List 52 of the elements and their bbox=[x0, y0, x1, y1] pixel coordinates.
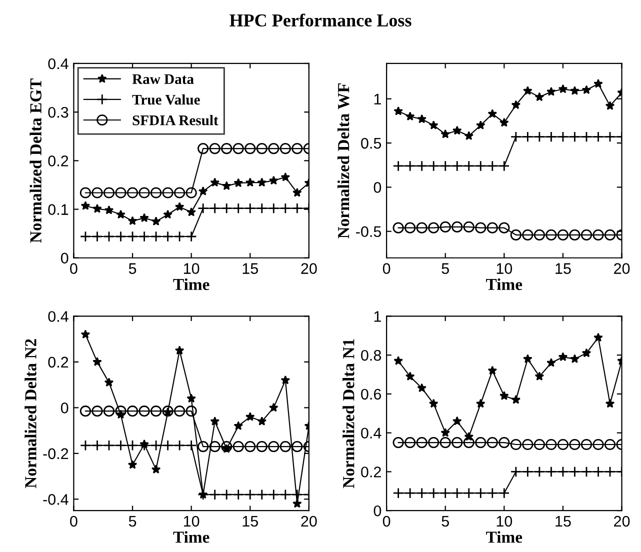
x-axis-title: Time bbox=[173, 531, 210, 543]
y-tick-label: 0.4 bbox=[48, 58, 68, 70]
y-tick-label: 0.4 bbox=[361, 428, 382, 439]
y-tick-label: 0 bbox=[374, 182, 382, 193]
x-tick-label: 10 bbox=[496, 263, 512, 274]
x-axis-title: Time bbox=[486, 531, 522, 543]
y-tick-label: 0.2 bbox=[48, 356, 68, 368]
y-axis-title: Normalized Delta N2 bbox=[24, 339, 36, 488]
x-tick-label: 15 bbox=[556, 263, 571, 274]
legend-label: SFDIA Result bbox=[132, 114, 218, 126]
y-axis-title: Normalized Delta EGT bbox=[30, 78, 42, 243]
x-tick-label: 20 bbox=[614, 263, 630, 274]
x-axis-title: Time bbox=[486, 278, 522, 290]
x-tick-label: 5 bbox=[442, 263, 449, 274]
y-tick-label: 0.4 bbox=[48, 311, 68, 322]
x-tick-label: 15 bbox=[242, 263, 258, 274]
x-tick-label: 10 bbox=[184, 516, 200, 527]
x-tick-label: 20 bbox=[614, 516, 630, 527]
x-tick-label: 0 bbox=[382, 516, 390, 527]
x-tick-label: 20 bbox=[301, 263, 317, 274]
y-tick-label: 1 bbox=[374, 94, 381, 104]
x-tick-label: 10 bbox=[184, 263, 200, 274]
x-tick-label: 5 bbox=[128, 263, 136, 274]
chart-title: HPC Performance Loss bbox=[230, 14, 412, 27]
y-tick-label: -0.5 bbox=[356, 226, 382, 238]
x-tick-label: 0 bbox=[382, 263, 390, 274]
legend-label: Raw Data bbox=[132, 74, 194, 84]
y-tick-label: -0.2 bbox=[43, 448, 68, 460]
x-tick-label: 5 bbox=[128, 516, 136, 527]
x-axis-title: Time bbox=[173, 278, 210, 290]
y-axis-title: Normalized Delta N1 bbox=[342, 339, 354, 488]
x-tick-label: 15 bbox=[242, 516, 258, 527]
x-tick-label: 10 bbox=[496, 516, 512, 527]
y-tick-label: 0.6 bbox=[361, 388, 382, 400]
y-axis-title: Normalized Delta WF bbox=[337, 83, 350, 238]
x-tick-label: 5 bbox=[442, 516, 449, 527]
y-tick-label: -0.4 bbox=[43, 494, 68, 505]
x-tick-label: 15 bbox=[556, 516, 571, 527]
y-tick-label: 1 bbox=[374, 311, 381, 322]
x-tick-label: 20 bbox=[301, 516, 317, 527]
y-tick-label: 0.3 bbox=[48, 106, 68, 118]
y-tick-label: 0.5 bbox=[361, 138, 382, 149]
y-tick-label: 0 bbox=[60, 252, 68, 264]
legend-label: True Value bbox=[132, 94, 200, 105]
y-tick-label: 0 bbox=[374, 505, 382, 516]
y-tick-label: 0.8 bbox=[361, 350, 382, 361]
y-tick-label: 0.1 bbox=[48, 204, 68, 215]
x-tick-label: 0 bbox=[70, 263, 78, 274]
x-tick-label: 0 bbox=[70, 516, 78, 527]
y-tick-label: 0.2 bbox=[48, 156, 68, 166]
y-tick-label: 0 bbox=[60, 402, 68, 414]
y-tick-label: 0.2 bbox=[361, 466, 381, 478]
